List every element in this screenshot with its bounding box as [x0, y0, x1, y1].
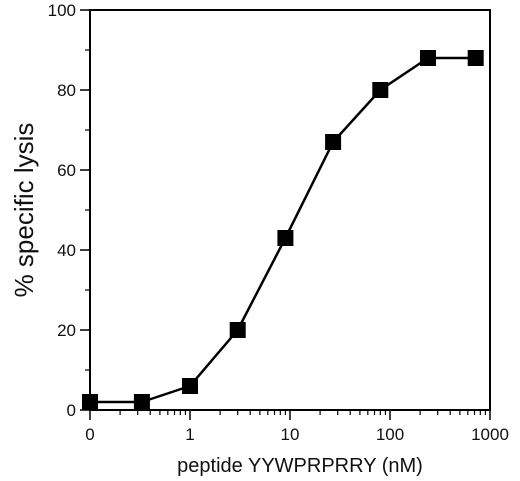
data-point: [325, 134, 342, 150]
y-tick-label: 60: [57, 161, 76, 180]
x-tick-label: 10: [281, 425, 300, 444]
data-point: [133, 394, 150, 410]
y-tick-label: 0: [67, 401, 76, 420]
data-point: [467, 50, 484, 66]
data-point: [182, 378, 198, 394]
x-tick-label: 100: [376, 425, 404, 444]
data-point: [372, 82, 389, 98]
data-point: [277, 230, 294, 246]
y-tick-label: 20: [57, 321, 76, 340]
data-point: [229, 322, 246, 338]
x-axis-ticks: 0 1 10 100 1000: [85, 410, 509, 444]
x-axis-label: peptide YYWPRPRRY (nM): [177, 455, 423, 477]
series-layer: [82, 50, 484, 410]
plot-frame: [89, 9, 491, 411]
y-tick-label: 100: [48, 1, 76, 20]
y-axis-ticks: 0 20 40 60 80 100: [48, 1, 90, 420]
x-tick-label: 1: [185, 425, 194, 444]
data-point: [82, 394, 98, 410]
data-point: [420, 50, 436, 66]
y-axis-label: % specific lysis: [9, 123, 39, 298]
x-tick-label: 1000: [471, 425, 509, 444]
y-tick-label: 40: [57, 241, 76, 260]
x-tick-label: 0: [85, 425, 94, 444]
y-tick-label: 80: [57, 81, 76, 100]
